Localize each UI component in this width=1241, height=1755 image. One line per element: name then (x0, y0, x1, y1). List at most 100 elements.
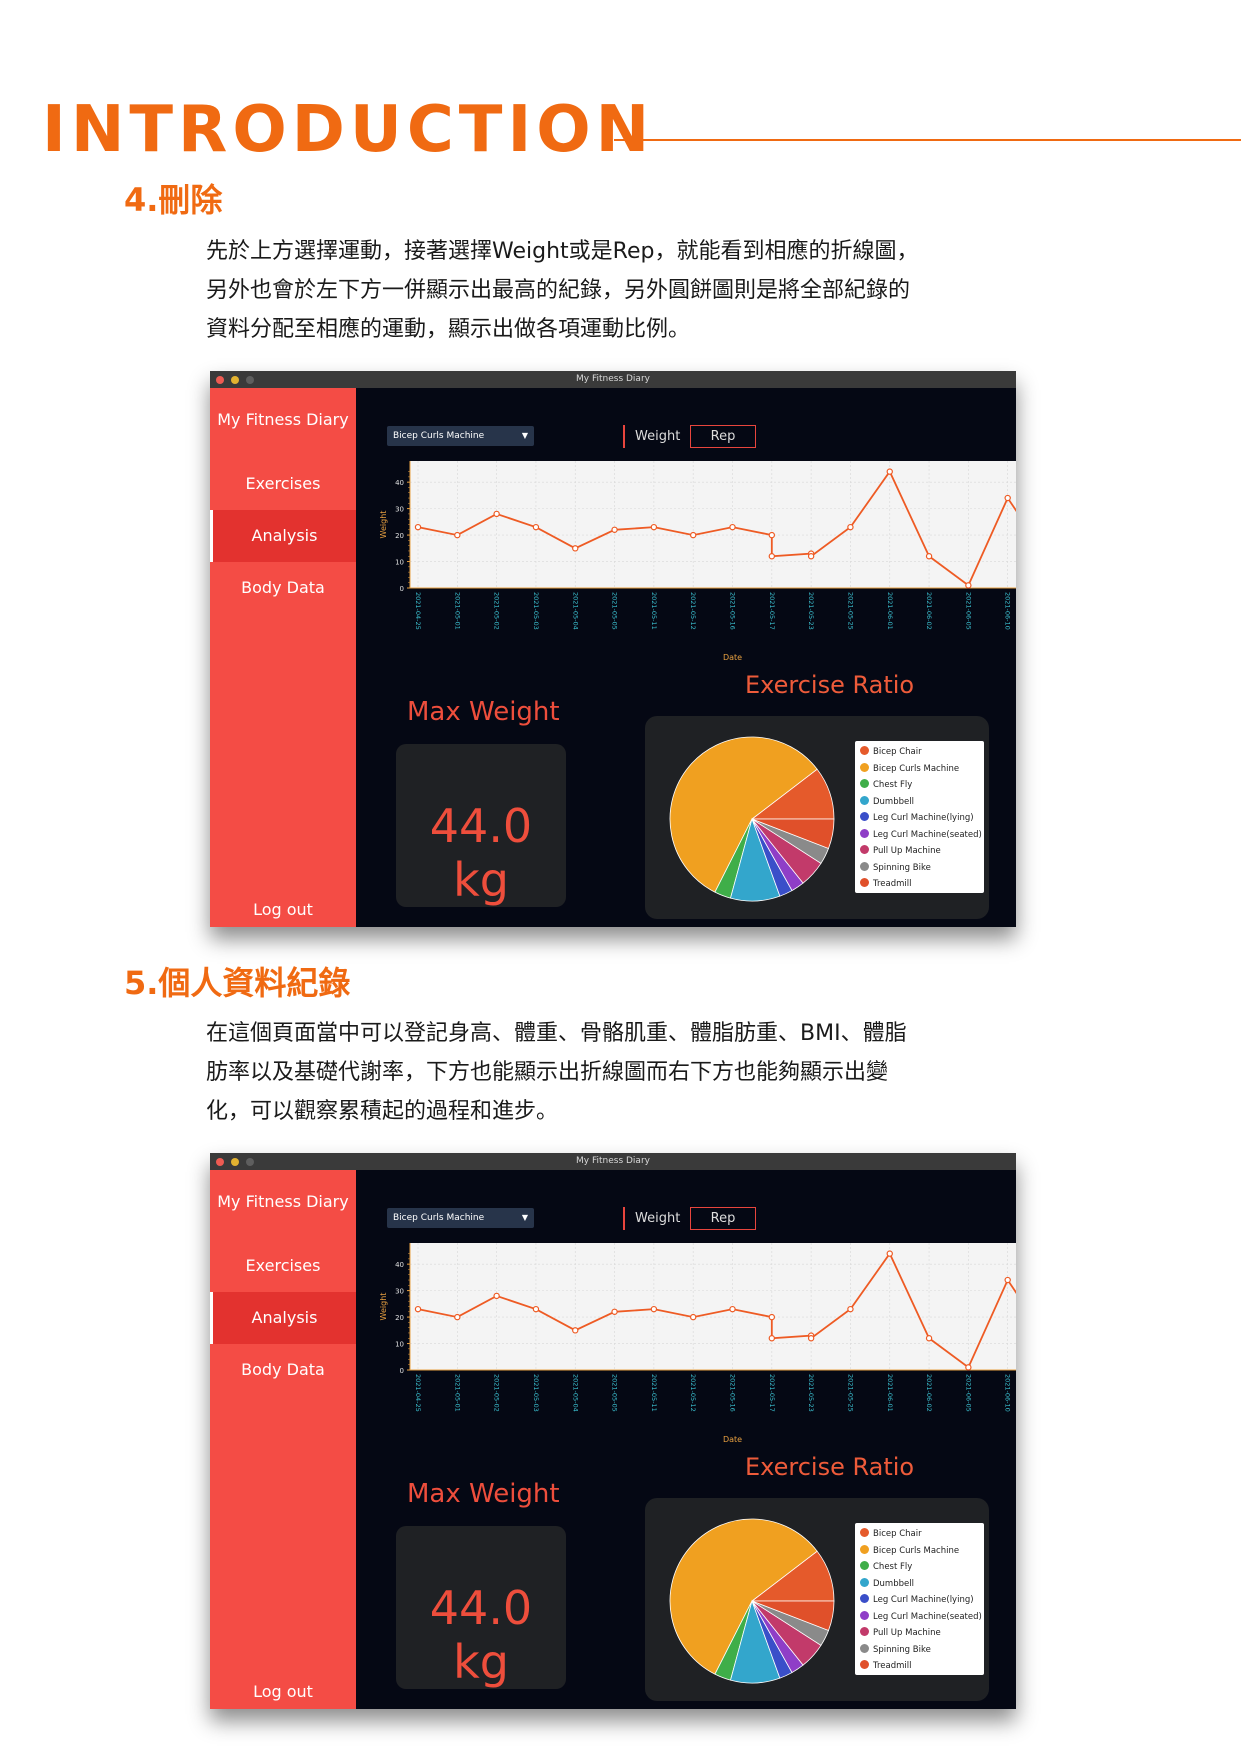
data-point (886, 1250, 893, 1257)
dropdown-caret-icon: ▼ (521, 431, 528, 440)
max-weight-card: 44.0 kg (396, 744, 566, 907)
weight-line-chart: 0 10 20 30 40 Weight 2021-04-25 2021-05-01 2021-… (379, 461, 1016, 662)
legend-swatch (860, 845, 869, 854)
weight-toggle-button[interactable]: Weight (635, 1211, 681, 1226)
x-tick-label: 2021-05-02 (493, 592, 501, 630)
paragraph-line: 資料分配至相應的運動，顯示出做各項運動比例。 (206, 317, 691, 342)
data-point (965, 1364, 972, 1371)
x-tick-label: 2021-05-12 (689, 592, 697, 630)
legend-item: Chest Fly (860, 777, 912, 793)
legend-label: Treadmill (873, 879, 912, 889)
legend-label: Chest Fly (873, 1562, 913, 1572)
legend-item: Spinning Bike (860, 860, 931, 876)
paragraph-line: 在這個頁面當中可以登記身高、體重、骨骼肌重、體脂肪重、BMI、體脂 (206, 1021, 907, 1046)
data-point (807, 553, 815, 560)
minimize-window-icon[interactable] (231, 1158, 239, 1166)
nav-item-analysis[interactable]: Analysis (210, 510, 356, 562)
legend-item: Pull Up Machine (860, 843, 941, 859)
nav-item-body-data[interactable]: Body Data (241, 578, 325, 597)
x-tick-label: 2021-05-11 (650, 592, 658, 630)
window-title: My Fitness Diary (576, 1156, 650, 1166)
nav-item-analysis[interactable]: Analysis (210, 1292, 356, 1344)
close-window-icon[interactable] (216, 376, 224, 384)
x-tick-label: 2021-05-05 (611, 592, 619, 630)
exercise-select[interactable]: Bicep Curls Machine ▼ (387, 1208, 534, 1228)
x-tick-label: 2021-04-25 (414, 592, 422, 630)
x-tick-label: 2021-05-16 (729, 592, 737, 630)
paragraph-line: 先於上方選擇運動，接著選擇Weight或是Rep，就能看到相應的折線圖， (206, 239, 919, 264)
legend-item: Treadmill (860, 1658, 911, 1674)
legend-label: Spinning Bike (873, 862, 931, 873)
legend-label: Leg Curl Machine(seated) (873, 1611, 982, 1622)
legend-label: Dumbbell (873, 1578, 914, 1589)
data-point (886, 468, 893, 475)
paragraph-line: 肪率以及基礎代謝率，下方也能顯示出折線圖而右下方也能夠顯示出變 (206, 1060, 889, 1085)
data-point (454, 531, 461, 539)
data-point (925, 553, 933, 560)
x-tick-label: 2021-05-03 (532, 1374, 540, 1412)
max-weight-value: 44.0 kg (429, 1581, 533, 1689)
app-name: My Fitness Diary (217, 410, 349, 429)
data-point (611, 526, 618, 533)
legend-swatch (860, 1544, 869, 1554)
legend-item: Spinning Bike (860, 1642, 931, 1658)
legend-swatch (860, 878, 869, 887)
max-weight-value: 44.0 kg (429, 799, 533, 907)
minimize-window-icon[interactable] (231, 376, 239, 384)
max-weight-title: Max Weight (407, 1479, 560, 1509)
plot-area (410, 461, 1016, 588)
logout-button[interactable]: Log out (253, 1682, 313, 1701)
window-title: My Fitness Diary (576, 374, 650, 384)
x-tick-label: 2021-05-11 (650, 1374, 658, 1412)
x-tick-label: 2021-06-02 (925, 1374, 933, 1412)
y-tick-label: 0 (400, 585, 404, 593)
legend-swatch (860, 1577, 869, 1587)
nav-item-exercises[interactable]: Exercises (245, 1256, 321, 1275)
rep-toggle-button[interactable]: Rep (690, 1207, 756, 1230)
y-tick-label: 10 (395, 559, 404, 567)
data-point (650, 523, 658, 531)
x-tick-label: 2021-05-17 (768, 1374, 776, 1412)
legend-label: Pull Up Machine (873, 846, 941, 856)
legend-label: Leg Curl Machine(lying) (873, 1595, 974, 1605)
legend-label: Spinning Bike (873, 1644, 931, 1655)
max-weight-title: Max Weight (407, 697, 560, 727)
legend-swatch (860, 762, 869, 772)
exercise-select[interactable]: Bicep Curls Machine ▼ (387, 426, 534, 446)
data-point (689, 531, 697, 539)
legend-swatch (860, 1610, 869, 1620)
rep-toggle-button[interactable]: Rep (690, 425, 756, 448)
legend-item: Bicep Curls Machine (860, 761, 959, 777)
nav-item-exercises[interactable]: Exercises (245, 474, 321, 493)
legend-item: Dumbbell (860, 794, 914, 810)
data-point (572, 1327, 579, 1334)
exercise-ratio-pie (669, 1518, 835, 1684)
legend-swatch (860, 1594, 869, 1603)
pie-slice (669, 736, 818, 893)
data-point (493, 510, 500, 518)
logout-button[interactable]: Log out (253, 900, 313, 919)
legend-swatch (860, 746, 869, 755)
x-tick-label: 2021-06-05 (964, 592, 972, 630)
legend-label: Bicep Chair (873, 747, 922, 757)
x-tick-label: 2021-06-10 (1004, 592, 1012, 630)
legend-swatch (860, 812, 869, 821)
data-point (925, 1335, 933, 1342)
close-window-icon[interactable] (216, 1158, 224, 1166)
plot-area (410, 1243, 1016, 1370)
zoom-window-icon[interactable] (246, 376, 254, 384)
data-point (1004, 1276, 1011, 1284)
nav-item-body-data[interactable]: Body Data (241, 1360, 325, 1379)
x-tick-label: 2021-05-23 (807, 592, 815, 630)
section-paragraph-personal-data: 在這個頁面當中可以登記身高、體重、骨骼肌重、體脂肪重、BMI、體脂 肪率以及基礎… (206, 1014, 1036, 1131)
x-axis-label: Date (723, 653, 742, 662)
y-tick-label: 20 (395, 1314, 404, 1322)
weight-toggle-button[interactable]: Weight (635, 429, 681, 444)
data-point (768, 1335, 776, 1342)
legend-swatch (860, 1660, 869, 1669)
legend-swatch (860, 1627, 869, 1636)
zoom-window-icon[interactable] (246, 1158, 254, 1166)
data-point (847, 523, 854, 531)
data-point (729, 1305, 736, 1313)
x-tick-label: 2021-05-03 (532, 592, 540, 630)
